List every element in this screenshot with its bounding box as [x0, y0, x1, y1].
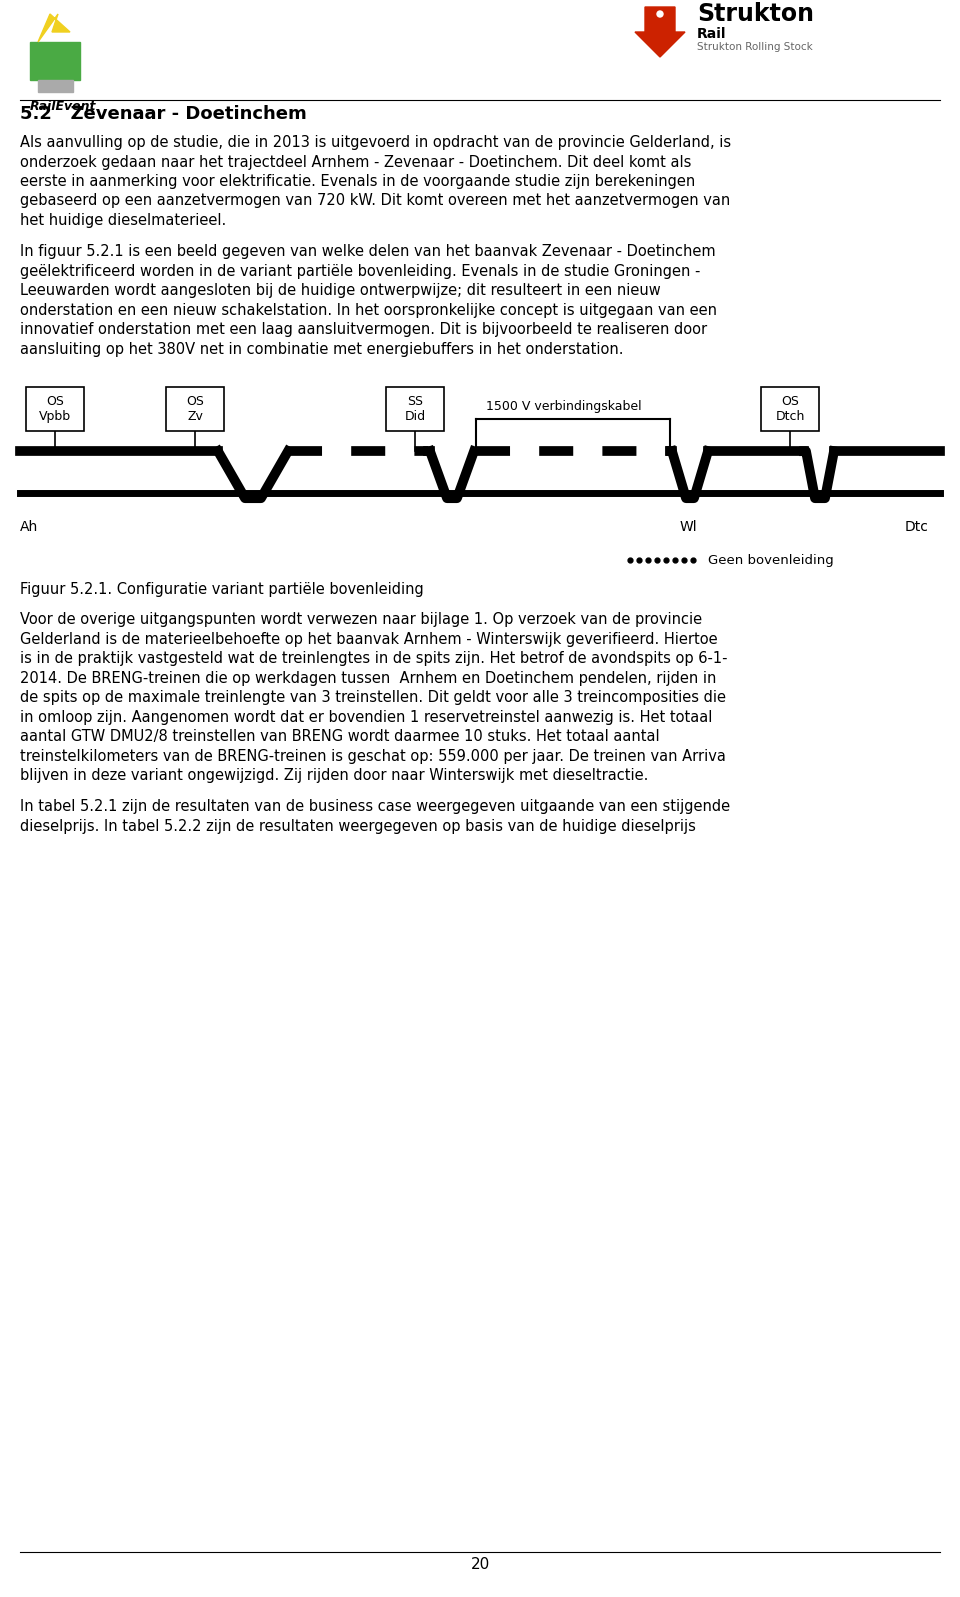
Text: innovatief onderstation met een laag aansluitvermogen. Dit is bijvoorbeeld te re: innovatief onderstation met een laag aan…: [20, 323, 708, 337]
Text: gebaseerd op een aanzetvermogen van 720 kW. Dit komt overeen met het aanzetvermo: gebaseerd op een aanzetvermogen van 720 …: [20, 193, 731, 209]
Text: RailEvent: RailEvent: [30, 101, 97, 113]
Text: Ah: Ah: [20, 521, 38, 535]
Text: 20: 20: [470, 1557, 490, 1571]
Text: onderzoek gedaan naar het trajectdeel Arnhem - Zevenaar - Doetinchem. Dit deel k: onderzoek gedaan naar het trajectdeel Ar…: [20, 155, 691, 169]
Bar: [30, 42, 80, 80]
Text: onderstation en een nieuw schakelstation. In het oorspronkelijke concept is uitg: onderstation en een nieuw schakelstation…: [20, 303, 717, 318]
Text: Leeuwarden wordt aangesloten bij de huidige ontwerpwijze; dit resulteert in een : Leeuwarden wordt aangesloten bij de huid…: [20, 283, 660, 299]
Text: Dtc: Dtc: [905, 521, 929, 535]
Text: OS
Zv: OS Zv: [186, 394, 204, 423]
Text: OS
Vpbb: OS Vpbb: [39, 394, 71, 423]
Text: in omloop zijn. Aangenomen wordt dat er bovendien 1 reservetreinstel aanwezig is: in omloop zijn. Aangenomen wordt dat er …: [20, 709, 712, 725]
Polygon shape: [38, 14, 70, 42]
Text: eerste in aanmerking voor elektrificatie. Evenals in de voorgaande studie zijn b: eerste in aanmerking voor elektrificatie…: [20, 174, 695, 188]
Text: dieselprijs. In tabel 5.2.2 zijn de resultaten weergegeven op basis van de huidi: dieselprijs. In tabel 5.2.2 zijn de resu…: [20, 819, 696, 834]
Text: treinstelkilometers van de BRENG-treinen is geschat op: 559.000 per jaar. De tre: treinstelkilometers van de BRENG-treinen…: [20, 749, 726, 763]
Text: is in de praktijk vastgesteld wat de treinlengtes in de spits zijn. Het betrof d: is in de praktijk vastgesteld wat de tre…: [20, 652, 728, 666]
Text: 5.2   Zevenaar - Doetinchem: 5.2 Zevenaar - Doetinchem: [20, 105, 307, 123]
Text: aansluiting op het 380V net in combinatie met energiebuffers in het onderstation: aansluiting op het 380V net in combinati…: [20, 342, 623, 356]
Text: Geen bovenleiding: Geen bovenleiding: [708, 554, 833, 567]
Text: In figuur 5.2.1 is een beeld gegeven van welke delen van het baanvak Zevenaar - : In figuur 5.2.1 is een beeld gegeven van…: [20, 244, 715, 259]
Polygon shape: [635, 6, 685, 57]
Text: 1500 V verbindingskabel: 1500 V verbindingskabel: [486, 401, 641, 414]
Text: Wl: Wl: [680, 521, 698, 535]
Circle shape: [654, 8, 666, 21]
Bar: [26, 386, 84, 431]
Text: Als aanvulling op de studie, die in 2013 is uitgevoerd in opdracht van de provin: Als aanvulling op de studie, die in 2013…: [20, 136, 732, 150]
Text: 2014. De BRENG-treinen die op werkdagen tussen  Arnhem en Doetinchem pendelen, r: 2014. De BRENG-treinen die op werkdagen …: [20, 671, 716, 685]
Bar: [38, 80, 73, 93]
Text: de spits op de maximale treinlengte van 3 treinstellen. Dit geldt voor alle 3 tr: de spits op de maximale treinlengte van …: [20, 690, 726, 706]
Text: Rail: Rail: [697, 27, 727, 42]
Circle shape: [657, 11, 663, 18]
Text: blijven in deze variant ongewijzigd. Zij rijden door naar Winterswijk met diesel: blijven in deze variant ongewijzigd. Zij…: [20, 768, 648, 783]
Text: Gelderland is de materieelbehoefte op het baanvak Arnhem - Winterswijk geverifie: Gelderland is de materieelbehoefte op he…: [20, 632, 718, 647]
Text: OS
Dtch: OS Dtch: [776, 394, 804, 423]
Text: Figuur 5.2.1. Configuratie variant partiële bovenleiding: Figuur 5.2.1. Configuratie variant parti…: [20, 583, 423, 597]
Text: Voor de overige uitgangspunten wordt verwezen naar bijlage 1. Op verzoek van de : Voor de overige uitgangspunten wordt ver…: [20, 612, 702, 628]
Text: aantal GTW DMU2/8 treinstellen van BRENG wordt daarmee 10 stuks. Het totaal aant: aantal GTW DMU2/8 treinstellen van BRENG…: [20, 730, 660, 744]
Text: Strukton: Strukton: [697, 2, 814, 26]
Bar: [386, 386, 444, 431]
Text: Strukton Rolling Stock: Strukton Rolling Stock: [697, 42, 813, 53]
Text: geëlektrificeerd worden in de variant partiële bovenleiding. Evenals in de studi: geëlektrificeerd worden in de variant pa…: [20, 264, 701, 279]
Bar: [166, 386, 224, 431]
Text: het huidige dieselmaterieel.: het huidige dieselmaterieel.: [20, 212, 227, 228]
Text: In tabel 5.2.1 zijn de resultaten van de business case weergegeven uitgaande van: In tabel 5.2.1 zijn de resultaten van de…: [20, 800, 731, 814]
Bar: [761, 386, 819, 431]
Text: SS
Did: SS Did: [404, 394, 425, 423]
